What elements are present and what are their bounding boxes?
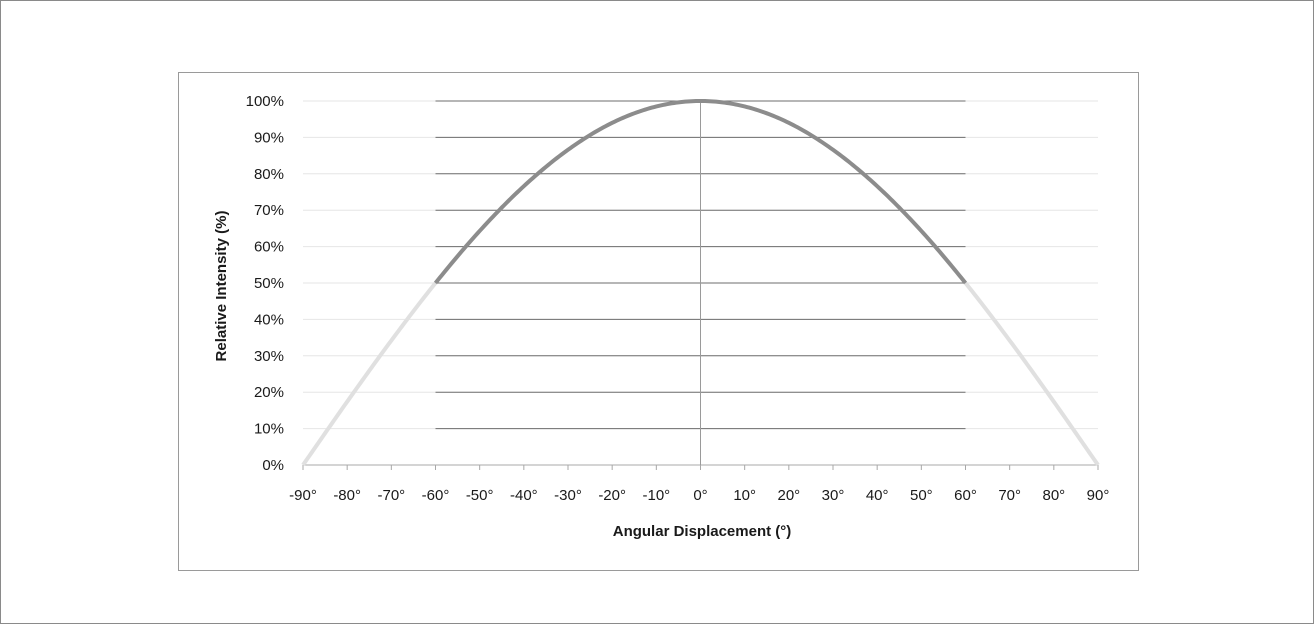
- x-tick-label: -20°: [598, 487, 626, 504]
- x-axis-title: Angular Displacement (°): [613, 523, 792, 540]
- x-tick-label: -40°: [510, 487, 538, 504]
- x-tick-label: 30°: [822, 487, 845, 504]
- x-tick-label: 80°: [1042, 487, 1065, 504]
- y-tick-label: 0%: [262, 457, 284, 474]
- series-layer: [301, 98, 1100, 467]
- y-tick-label: 70%: [254, 202, 284, 219]
- intensity-chart: -90° -80° -70° -60° -50° -40° -30° -20° -10° 0° 10…: [213, 93, 1110, 540]
- x-tick-label: 20°: [777, 487, 800, 504]
- x-tick-label: -70°: [377, 487, 405, 504]
- y-tick-label: 80%: [254, 166, 284, 183]
- y-tick-label: 30%: [254, 348, 284, 365]
- x-tick-label: 60°: [954, 487, 977, 504]
- x-tick-label: -60°: [422, 487, 450, 504]
- x-tick-label: -80°: [333, 487, 361, 504]
- series-line-right-tail: [963, 281, 1100, 467]
- x-tick-label: 0°: [693, 487, 707, 504]
- y-tick-label: 60%: [254, 239, 284, 256]
- y-tick-label: 50%: [254, 275, 284, 292]
- y-tick-label: 10%: [254, 421, 284, 438]
- y-tick-label: 100%: [246, 93, 284, 110]
- x-tick-label: 50°: [910, 487, 933, 504]
- x-tick-label: 70°: [998, 487, 1021, 504]
- x-tick-label: -30°: [554, 487, 582, 504]
- label-layer: -90° -80° -70° -60° -50° -40° -30° -20° -10° 0° 10…: [246, 93, 1110, 504]
- y-tick-label: 40%: [254, 311, 284, 328]
- x-tick-label: -90°: [289, 487, 317, 504]
- x-tick-label: 40°: [866, 487, 889, 504]
- y-axis-title: Relative Intensity (%): [213, 211, 230, 362]
- series-line-core: [433, 98, 968, 285]
- chart-frame: -90° -80° -70° -60° -50° -40° -30° -20° -10° 0° 10…: [178, 72, 1139, 571]
- x-tick-label: 90°: [1087, 487, 1110, 504]
- y-tick-label: 90%: [254, 129, 284, 146]
- series-line-left-tail: [301, 281, 438, 467]
- x-tick-label: -50°: [466, 487, 494, 504]
- x-tick-label: 10°: [733, 487, 756, 504]
- axis-layer: [302, 101, 1099, 470]
- y-tick-label: 20%: [254, 384, 284, 401]
- x-tick-label: -10°: [642, 487, 670, 504]
